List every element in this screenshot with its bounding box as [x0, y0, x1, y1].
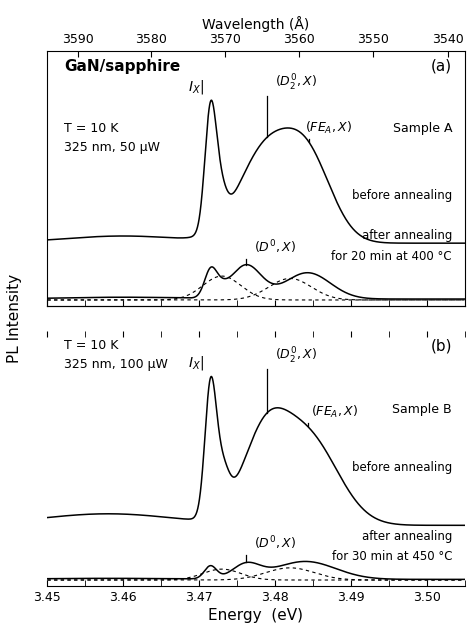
Text: PL Intensity: PL Intensity [7, 274, 22, 363]
Text: $(FE_A, X)$: $(FE_A, X)$ [311, 404, 358, 420]
X-axis label: Energy  (eV): Energy (eV) [209, 608, 303, 623]
Text: $(D^0_2, X)$: $(D^0_2, X)$ [275, 73, 317, 93]
X-axis label: Wavelength (Å): Wavelength (Å) [202, 16, 310, 32]
Text: (a): (a) [431, 59, 452, 74]
Text: for 20 min at 400 °C: for 20 min at 400 °C [331, 250, 452, 262]
Text: $I_X$|: $I_X$| [188, 354, 204, 372]
Text: before annealing: before annealing [352, 189, 452, 201]
Text: after annealing: after annealing [362, 229, 452, 242]
Text: (b): (b) [430, 339, 452, 354]
Text: T = 10 K
325 nm, 100 μW: T = 10 K 325 nm, 100 μW [64, 339, 168, 371]
Text: $(D^0, X)$: $(D^0, X)$ [254, 534, 296, 552]
Text: before annealing: before annealing [352, 461, 452, 474]
Text: $(D^0_2, X)$: $(D^0_2, X)$ [275, 346, 317, 366]
Text: Sample B: Sample B [392, 403, 452, 415]
Text: Sample A: Sample A [392, 122, 452, 135]
Text: T = 10 K
325 nm, 50 μW: T = 10 K 325 nm, 50 μW [64, 122, 160, 154]
Text: $(FE_A, X)$: $(FE_A, X)$ [305, 120, 352, 136]
Text: $(D^0, X)$: $(D^0, X)$ [254, 238, 296, 256]
Text: for 30 min at 450 °C: for 30 min at 450 °C [331, 550, 452, 563]
Text: GaN/sapphire: GaN/sapphire [64, 59, 180, 74]
Text: $I_X$|: $I_X$| [188, 78, 204, 96]
Text: after annealing: after annealing [362, 530, 452, 543]
